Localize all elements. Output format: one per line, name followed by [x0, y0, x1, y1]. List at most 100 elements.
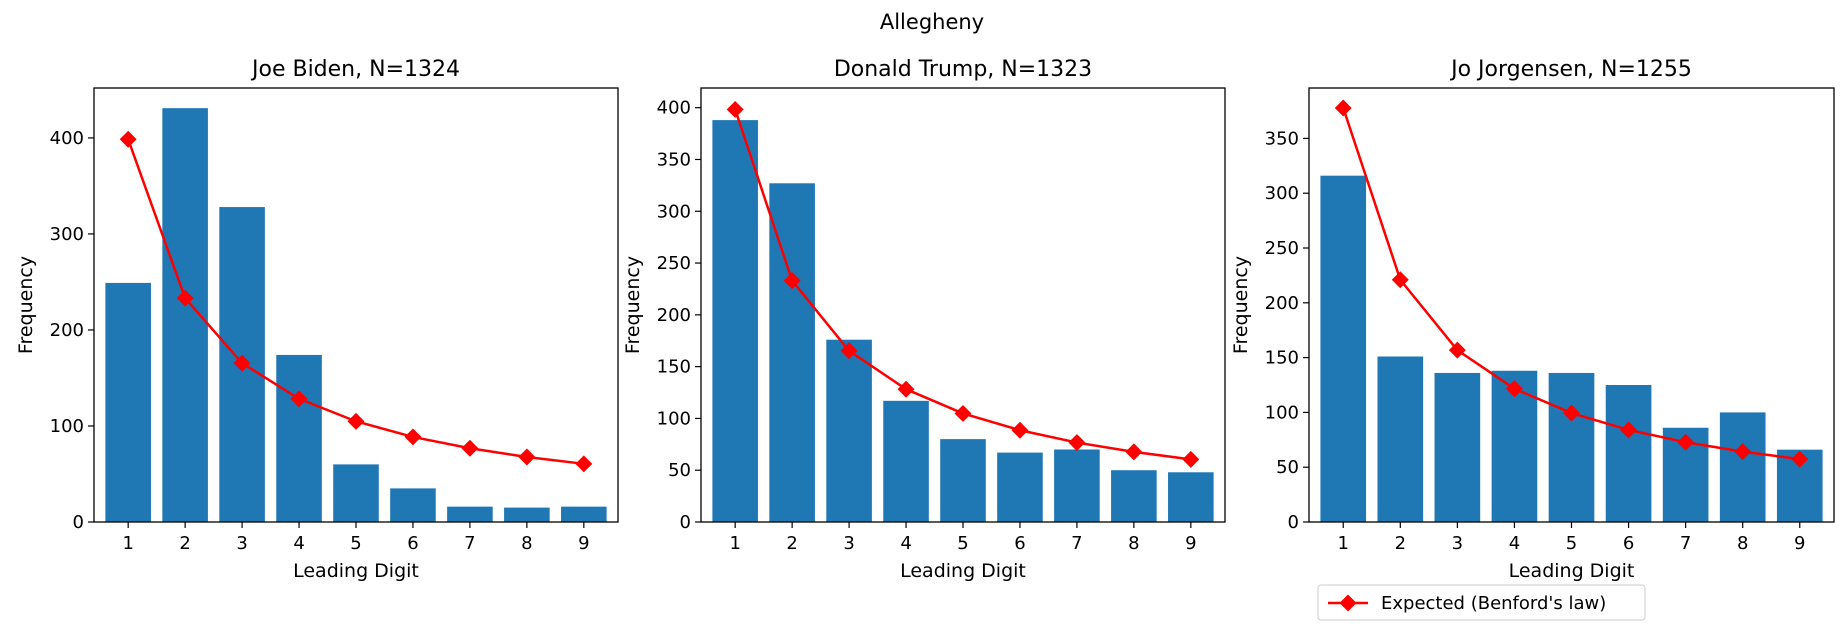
chart-0-expected-point-7 [461, 439, 479, 457]
chart-2-xtick-label-5: 5 [1566, 533, 1577, 554]
chart-2-ytick-label-250: 250 [1265, 238, 1299, 259]
chart-2-bar-5 [1548, 372, 1595, 522]
chart-0-bar-9 [561, 506, 607, 522]
chart-0-title: Joe Biden, N=1324 [250, 57, 460, 82]
chart-1-bar-2 [769, 183, 815, 522]
chart-1-xtick-label-5: 5 [957, 533, 968, 554]
chart-1-xtick-label-4: 4 [900, 533, 911, 554]
chart-1-xtick-label-9: 9 [1185, 533, 1196, 554]
chart-0-bar-6 [390, 488, 436, 522]
chart-0-bar-1 [105, 282, 151, 522]
chart-1-ytick-label-0: 0 [680, 512, 691, 533]
chart-1-ytick-label-300: 300 [657, 201, 691, 222]
chart-2-xtick-label-7: 7 [1680, 533, 1691, 554]
chart-0-xtick-label-3: 3 [236, 533, 247, 554]
chart-1-xtick-label-2: 2 [786, 533, 797, 554]
chart-1-bar-3 [826, 339, 872, 522]
chart-0-xtick-label-6: 6 [407, 533, 418, 554]
chart-1-bar-9 [1168, 472, 1214, 522]
chart-1-ytick-label-100: 100 [657, 408, 691, 429]
chart-1-bar-4 [883, 400, 929, 522]
chart-0-expected-point-6 [404, 428, 422, 446]
legend-frame [1317, 584, 1646, 621]
chart-1-ytick-label-350: 350 [657, 149, 691, 170]
chart-0-ytick-label-400: 400 [50, 128, 84, 149]
chart-0-xtick-label-9: 9 [578, 533, 589, 554]
chart-2-xtick-label-2: 2 [1395, 533, 1406, 554]
chart-1-ytick-label-250: 250 [657, 253, 691, 274]
chart-2-bar-3 [1434, 372, 1481, 522]
chart-1-ylabel: Frequency [622, 256, 644, 354]
chart-1-ytick-label-50: 50 [668, 460, 691, 481]
legend: Expected (Benford's law) [1317, 584, 1646, 621]
chart-0-ytick-label-200: 200 [50, 320, 84, 341]
chart-0-xtick-label-8: 8 [521, 533, 532, 554]
chart-1-xtick-label-8: 8 [1128, 533, 1139, 554]
chart-2-title: Jo Jorgensen, N=1255 [1449, 57, 1692, 82]
chart-2-ytick-label-300: 300 [1265, 183, 1299, 204]
chart-2-ytick-label-200: 200 [1265, 293, 1299, 314]
chart-1-bar-1 [712, 120, 758, 522]
chart-2-ytick-label-100: 100 [1265, 402, 1299, 423]
chart-0-ytick-label-300: 300 [50, 224, 84, 245]
chart-0-bar-7 [447, 506, 493, 522]
chart-0-xlabel: Leading Digit [293, 560, 419, 582]
chart-2-xtick-label-6: 6 [1623, 533, 1634, 554]
chart-0-bar-8 [504, 507, 550, 522]
chart-panel-jorgensen: Jo Jorgensen, N=1255 1 2 3 4 5 6 7 8 9 0 50 100 150 20… [1230, 57, 1835, 582]
chart-0-xtick-label-7: 7 [464, 533, 475, 554]
chart-0-expected-point-2 [176, 289, 194, 307]
chart-0-xtick-label-4: 4 [293, 533, 304, 554]
chart-panel-biden: Joe Biden, N=1324 1 2 3 4 5 6 7 8 9 0 100 200 300 400 L… [15, 57, 619, 582]
chart-2-xtick-label-4: 4 [1509, 533, 1520, 554]
chart-1-expected-point-1 [726, 100, 744, 118]
chart-1-expected-point-3 [840, 342, 858, 360]
chart-1-expected-point-2 [783, 272, 801, 290]
chart-2-xtick-label-8: 8 [1737, 533, 1748, 554]
chart-1-ytick-label-150: 150 [657, 357, 691, 378]
chart-2-ytick-label-350: 350 [1265, 128, 1299, 149]
chart-2-ytick-label-0: 0 [1288, 512, 1299, 533]
chart-1-bar-7 [1054, 449, 1100, 522]
chart-0-expected-point-1 [119, 130, 137, 148]
chart-0-expected-point-4 [290, 390, 308, 408]
chart-1-bar-8 [1111, 470, 1157, 522]
legend-diamond-marker [1339, 594, 1357, 612]
chart-1-xtick-label-1: 1 [729, 533, 740, 554]
chart-0-xtick-label-1: 1 [122, 533, 133, 554]
chart-2-bar-1 [1320, 175, 1367, 523]
chart-2-xtick-label-9: 9 [1794, 533, 1805, 554]
chart-0-bar-5 [333, 464, 379, 522]
chart-2-bar-8 [1719, 412, 1766, 522]
chart-2-ylabel: Frequency [1230, 256, 1252, 354]
chart-1-expected-point-5 [954, 404, 972, 422]
chart-1-expected-point-4 [897, 380, 915, 398]
chart-0-xtick-label-5: 5 [350, 533, 361, 554]
chart-2-xtick-label-1: 1 [1338, 533, 1349, 554]
chart-0-expected-point-5 [347, 412, 365, 430]
chart-1-bar-6 [997, 452, 1043, 522]
chart-0-ylabel: Frequency [15, 256, 37, 354]
figure-suptitle: Allegheny [880, 10, 984, 34]
chart-0-bar-4 [276, 354, 322, 522]
chart-1-xtick-label-6: 6 [1014, 533, 1025, 554]
chart-1-xlabel: Leading Digit [900, 560, 1026, 582]
chart-2-ytick-label-150: 150 [1265, 348, 1299, 369]
chart-2-ytick-label-50: 50 [1276, 457, 1299, 478]
chart-0-ytick-label-0: 0 [73, 512, 84, 533]
chart-2-bar-2 [1377, 356, 1424, 522]
chart-1-bar-5 [940, 439, 986, 522]
chart-1-title: Donald Trump, N=1323 [834, 57, 1092, 82]
chart-1-ytick-label-400: 400 [657, 98, 691, 119]
chart-0-ytick-label-100: 100 [50, 416, 84, 437]
chart-1-xtick-label-3: 3 [843, 533, 854, 554]
chart-1-xtick-label-7: 7 [1071, 533, 1082, 554]
chart-0-expected-point-9 [575, 455, 593, 473]
legend-label: Expected (Benford's law) [1381, 593, 1606, 614]
chart-2-xlabel: Leading Digit [1509, 560, 1635, 582]
chart-0-xtick-label-2: 2 [179, 533, 190, 554]
chart-2-bar-6 [1605, 385, 1652, 522]
chart-2-xtick-label-3: 3 [1452, 533, 1463, 554]
chart-1-ytick-label-200: 200 [657, 305, 691, 326]
